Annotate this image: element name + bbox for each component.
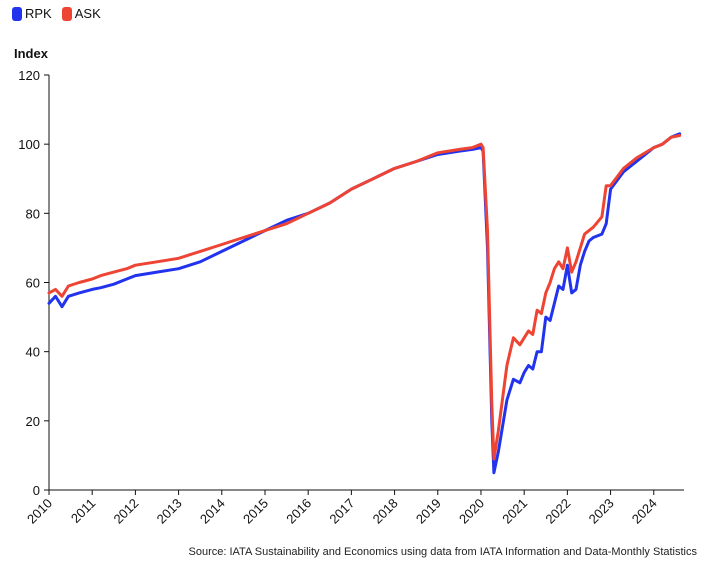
y-tick-label-0: 0 [33, 483, 40, 498]
y-tick-label-100: 100 [18, 137, 40, 152]
legend-item-rpk[interactable]: RPK [12, 6, 52, 21]
y-tick-label-20: 20 [26, 414, 40, 429]
legend-swatch-rpk [12, 6, 22, 21]
legend-item-ask[interactable]: ASK [61, 6, 101, 21]
x-tick-label-2024: 2024 [629, 496, 660, 527]
x-tick-label-2020: 2020 [456, 496, 487, 527]
legend-label-rpk: RPK [25, 6, 52, 21]
series-line-rpk [47, 132, 682, 475]
x-tick-label-2023: 2023 [586, 496, 617, 527]
x-tick-label-2016: 2016 [283, 496, 314, 527]
y-axis-title: Index [14, 46, 48, 61]
y-tick-label-40: 40 [26, 345, 40, 360]
legend-label-ask: ASK [74, 6, 101, 21]
x-tick-label-2011: 2011 [68, 496, 98, 526]
series-line-ask [47, 134, 682, 461]
y-tick-label-120: 120 [18, 68, 40, 83]
legend-swatch-ask [61, 6, 72, 21]
x-tick-label-2019: 2019 [413, 496, 444, 527]
source-note: Source: IATA Sustainability and Economic… [188, 546, 697, 558]
x-tick-label-2022: 2022 [542, 496, 573, 527]
x-tick-label-2014: 2014 [197, 496, 228, 527]
x-tick-label-2021: 2021 [499, 496, 530, 527]
x-tick-label-2015: 2015 [240, 496, 271, 527]
y-tick-label-60: 60 [26, 276, 40, 291]
x-tick-label-2017: 2017 [326, 496, 357, 527]
x-tick-label-2012: 2012 [110, 496, 141, 527]
y-tick-label-80: 80 [26, 206, 40, 221]
x-tick-label-2013: 2013 [154, 496, 185, 527]
x-tick-label-2018: 2018 [370, 496, 401, 527]
x-tick-label-2010: 2010 [24, 496, 55, 527]
legend: RPK ASK [12, 6, 101, 21]
